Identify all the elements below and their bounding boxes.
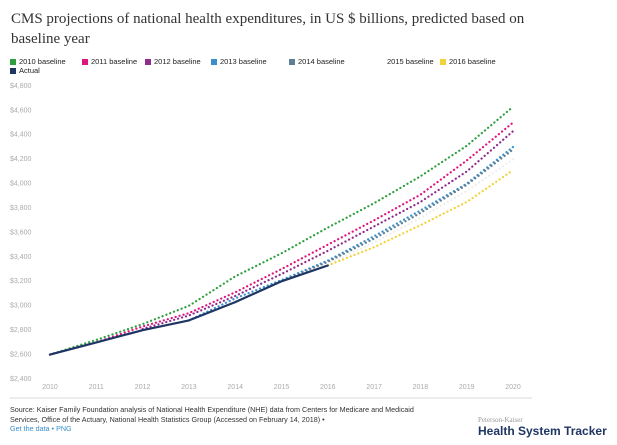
x-tick-label: 2011 — [89, 384, 104, 391]
series-line — [187, 145, 515, 322]
legend-swatch — [145, 59, 151, 65]
source: Source: Kaiser Family Foundation analysi… — [10, 405, 440, 434]
brand-name: Health System Tracker — [478, 424, 607, 438]
y-tick-label: $3,400 — [10, 254, 32, 261]
brand-small: Peterson-Kaiser — [478, 416, 523, 424]
brand: Peterson-Kaiser Health System Tracker — [478, 416, 607, 438]
y-tick-label: $2,800 — [10, 327, 32, 334]
legend-label: 2011 baseline — [91, 57, 137, 66]
legend-swatch — [440, 59, 446, 65]
x-tick-label: 2019 — [459, 384, 475, 391]
legend-label: 2012 baseline — [154, 57, 201, 66]
legend-swatch — [10, 68, 16, 74]
x-tick-label: 2014 — [227, 384, 243, 391]
x-tick-label: 2020 — [505, 384, 521, 391]
legend-swatch — [82, 59, 88, 65]
series-line — [48, 105, 515, 356]
legend-label: Actual — [19, 66, 40, 75]
legend-swatch — [10, 59, 16, 65]
series-line — [280, 158, 515, 283]
x-tick-label: 2018 — [413, 384, 429, 391]
y-tick-label: $4,600 — [10, 107, 32, 114]
y-tick-label: $3,600 — [10, 229, 32, 236]
y-tick-label: $2,600 — [10, 351, 32, 358]
legend-label: 2015 baseline — [387, 57, 434, 66]
x-tick-label: 2010 — [42, 384, 58, 391]
y-tick-label: $4,400 — [10, 132, 32, 139]
chart-title: CMS projections of national health expen… — [11, 11, 525, 47]
y-tick-label: $4,200 — [10, 156, 32, 163]
legend-label: 2014 baseline — [298, 57, 345, 66]
y-tick-label: $4,800 — [10, 83, 32, 90]
x-tick-label: 2015 — [274, 384, 290, 391]
y-tick-label: $3,000 — [10, 303, 32, 310]
source-text: Source: Kaiser Family Foundation analysi… — [10, 405, 414, 424]
y-tick-label: $3,200 — [10, 278, 32, 285]
y-tick-label: $3,800 — [10, 205, 32, 212]
series-line — [48, 264, 329, 356]
series-line — [234, 148, 515, 304]
series-line — [48, 121, 515, 356]
x-tick-label: 2012 — [135, 384, 151, 391]
series-line — [141, 130, 515, 330]
legend-swatch — [211, 59, 217, 65]
y-tick-label: $2,400 — [10, 376, 32, 383]
x-tick-label: 2016 — [320, 384, 336, 391]
legend-label: 2016 baseline — [449, 57, 496, 66]
x-tick-label: 2017 — [366, 384, 382, 391]
y-tick-label: $4,000 — [10, 181, 32, 188]
series-line — [326, 169, 515, 267]
legend-swatch — [289, 59, 295, 65]
x-tick-label: 2013 — [181, 384, 197, 391]
legend-label: 2010 baseline — [19, 57, 66, 66]
links[interactable]: Get the data • PNG — [10, 424, 72, 433]
legend-label: 2013 baseline — [220, 57, 267, 66]
